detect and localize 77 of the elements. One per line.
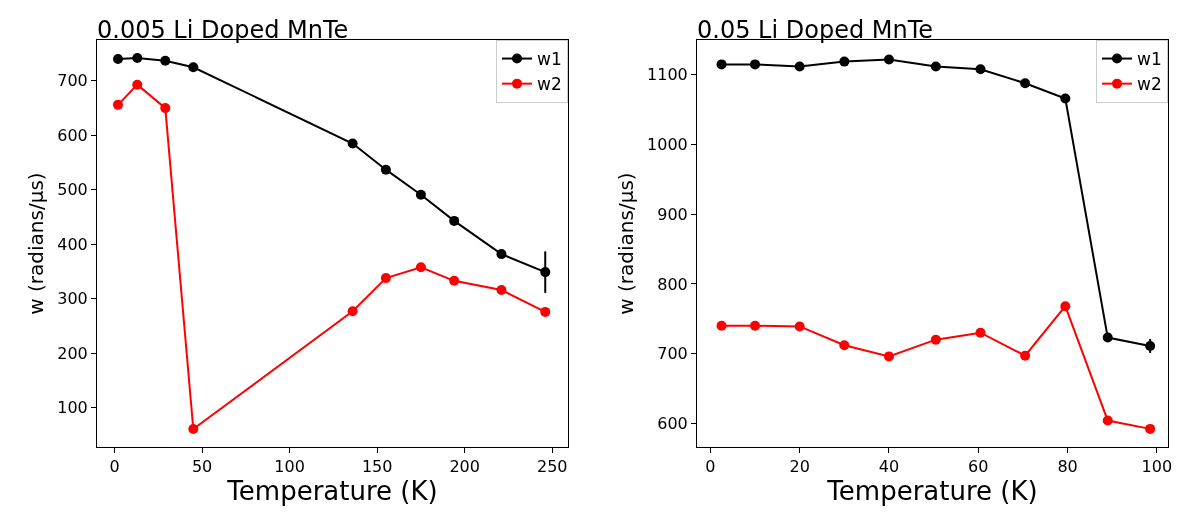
point xyxy=(975,64,986,75)
legend-label: w1 xyxy=(1137,49,1162,70)
point xyxy=(750,320,761,331)
y-tick-label: 600 xyxy=(657,413,688,433)
legend-label: w2 xyxy=(537,74,562,95)
y-tick-label: 100 xyxy=(57,398,88,418)
point xyxy=(794,61,805,72)
point xyxy=(1020,350,1031,361)
x-tick-label: 200 xyxy=(449,457,480,477)
point xyxy=(883,351,894,362)
point xyxy=(347,138,358,149)
point xyxy=(496,249,507,260)
point xyxy=(380,273,391,284)
y-tick-label: 200 xyxy=(57,343,88,363)
point xyxy=(750,59,761,70)
y-tick-label: 700 xyxy=(57,71,88,91)
x-tick-label: 60 xyxy=(968,457,989,477)
point xyxy=(1145,340,1156,351)
x-tick-label: 150 xyxy=(361,457,393,477)
x-tick-label: 50 xyxy=(191,457,213,477)
y-tick-label: 500 xyxy=(57,180,88,200)
y-tick-label: 400 xyxy=(57,234,88,254)
x-tick-label: 80 xyxy=(1057,457,1078,477)
point xyxy=(930,61,941,72)
x-tick-label: 0 xyxy=(705,457,716,477)
point xyxy=(540,267,551,278)
point xyxy=(794,321,805,332)
point xyxy=(1102,415,1113,426)
x-tick-label: 100 xyxy=(274,457,305,477)
point xyxy=(449,215,460,226)
point xyxy=(160,55,171,66)
x-tick-label: 250 xyxy=(536,457,568,477)
legend-label: w1 xyxy=(537,49,562,70)
y-tick-label: 600 xyxy=(57,125,88,145)
point xyxy=(839,56,850,67)
legend-label: w2 xyxy=(1137,74,1162,95)
y-tick-label: 1000 xyxy=(647,135,688,155)
x-tick-label: 40 xyxy=(878,457,900,477)
point xyxy=(883,54,894,65)
x-tick-label: 0 xyxy=(109,457,120,477)
point xyxy=(1060,301,1071,312)
y-tick-label: 700 xyxy=(657,344,688,364)
x-tick-label: 100 xyxy=(1141,457,1173,477)
x-axis-title: Temperature (K) xyxy=(826,476,1038,507)
point xyxy=(347,306,358,317)
chart-title: 0.05 Li Doped MnTe xyxy=(697,16,934,44)
point xyxy=(496,285,507,296)
point xyxy=(132,79,143,90)
point xyxy=(132,52,143,63)
y-tick-label: 300 xyxy=(57,289,88,309)
point xyxy=(975,327,986,338)
point xyxy=(415,262,426,273)
y-tick-label: 800 xyxy=(657,274,688,294)
y-tick-label: 900 xyxy=(657,204,688,224)
point xyxy=(1102,332,1113,343)
point xyxy=(449,275,460,286)
point xyxy=(415,189,426,200)
point xyxy=(1060,93,1071,104)
chart-title: 0.005 Li Doped MnTe xyxy=(97,16,349,44)
y-axis-title: w (radians/µs) xyxy=(613,172,638,315)
point xyxy=(716,320,727,331)
point xyxy=(716,59,727,70)
point xyxy=(113,54,124,65)
point xyxy=(1145,423,1156,434)
y-tick-label: 1100 xyxy=(647,65,688,85)
point xyxy=(188,62,199,73)
point xyxy=(113,99,124,110)
point xyxy=(1020,78,1031,89)
point xyxy=(930,334,941,345)
point xyxy=(160,103,171,114)
y-axis-title: w (radians/µs) xyxy=(23,172,48,315)
point xyxy=(540,306,551,317)
x-axis-title: Temperature (K) xyxy=(226,476,438,507)
x-tick-label: 20 xyxy=(789,457,810,477)
point xyxy=(839,340,850,351)
point xyxy=(380,164,391,175)
point xyxy=(188,424,199,435)
